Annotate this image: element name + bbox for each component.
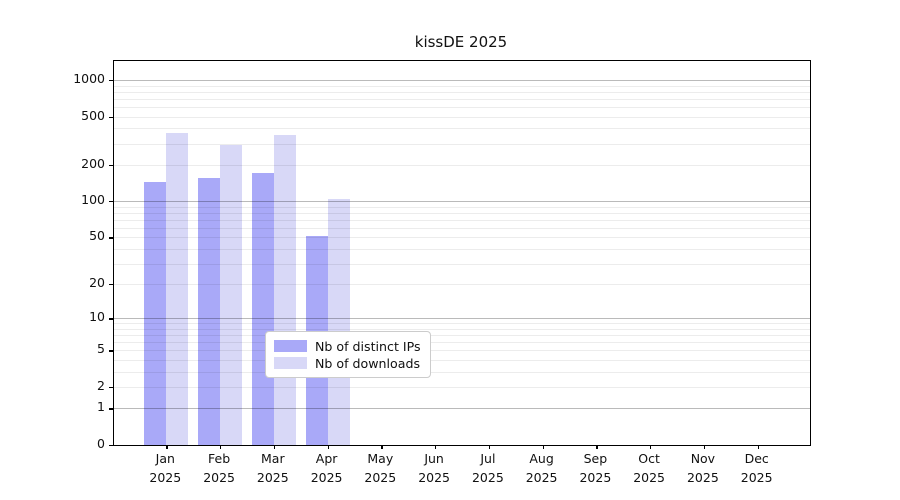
legend: Nb of distinct IPs Nb of downloads: [265, 331, 431, 378]
y-tick-mark: [109, 164, 114, 167]
minor-gridline: [114, 128, 810, 130]
y-tick-label: 100: [81, 192, 105, 208]
y-tick-mark: [109, 116, 114, 118]
minor-gridline: [114, 85, 810, 87]
x-tick-mark: [650, 445, 652, 449]
y-tick-mark: [109, 201, 114, 203]
x-tick-mark: [273, 445, 276, 449]
y-tick-mark: [109, 445, 114, 447]
x-tick-label-apr: Apr 2025: [310, 451, 343, 485]
bar-downloads-mar: [273, 134, 296, 445]
x-tick-mark: [488, 445, 491, 449]
x-tick-mark: [435, 445, 437, 449]
legend-label: Nb of distinct IPs: [315, 338, 421, 354]
minor-gridline: [114, 91, 810, 93]
y-tick-mark: [109, 237, 114, 239]
x-tick-label-nov: Nov 2025: [686, 451, 719, 485]
x-tick-label-feb: Feb 2025: [203, 451, 235, 485]
y-tick-label: 5: [97, 341, 105, 357]
y-tick-label: 2: [97, 378, 105, 393]
downloads-swatch-icon: [274, 357, 307, 369]
minor-gridline: [114, 116, 810, 118]
plot-area: [109, 60, 811, 449]
x-tick-mark: [703, 445, 706, 449]
x-tick-mark: [757, 445, 759, 449]
y-tick-mark: [109, 350, 114, 352]
y-tick-label: 500: [81, 107, 105, 123]
x-tick-mark: [596, 445, 598, 449]
y-tick-label: 1000: [73, 71, 105, 86]
x-tick-label-sep: Sep 2025: [579, 451, 612, 485]
x-tick-label-jan: Jan 2025: [149, 451, 182, 485]
legend-item-distinct-ips: Nb of distinct IPs: [274, 338, 421, 354]
x-tick-label-oct: Oct 2025: [633, 451, 665, 485]
x-tick-label-may: May 2025: [364, 451, 397, 485]
y-tick-label: 1: [97, 399, 105, 415]
y-tick-mark: [109, 80, 114, 82]
minor-gridline: [114, 106, 810, 108]
bar-distinct-ips-feb: [198, 178, 221, 445]
minor-gridline: [114, 164, 810, 166]
minor-gridline: [114, 98, 810, 100]
x-tick-mark: [327, 445, 329, 449]
y-tick-label: 200: [81, 155, 105, 171]
y-tick-label: 20: [89, 275, 105, 291]
bar-downloads-jan: [166, 133, 189, 445]
legend-label: Nb of downloads: [315, 355, 421, 371]
x-tick-label-jul: Jul 2025: [471, 451, 504, 485]
bar-distinct-ips-mar: [251, 173, 274, 445]
bar-downloads-feb: [220, 145, 243, 445]
x-tick-label-dec: Dec 2025: [740, 451, 773, 485]
x-tick-mark: [542, 445, 544, 449]
legend-item-downloads: Nb of downloads: [274, 355, 421, 371]
y-tick-mark: [109, 408, 114, 410]
bar-distinct-ips-jan: [144, 181, 167, 445]
y-tick-label: 10: [89, 309, 105, 325]
y-tick-mark: [109, 387, 114, 389]
major-gridline: [114, 80, 810, 81]
x-tick-label-jun: Jun 2025: [418, 451, 450, 485]
x-tick-label-mar: Mar 2025: [256, 451, 289, 485]
y-tick-label: 50: [89, 228, 105, 244]
y-tick-mark: [109, 318, 114, 320]
x-tick-mark: [381, 445, 383, 449]
y-tick-mark: [109, 284, 114, 286]
y-tick-label: 0: [97, 436, 105, 451]
bar-downloads-apr: [327, 198, 350, 445]
x-tick-mark: [220, 445, 222, 449]
x-tick-mark: [166, 445, 168, 449]
x-tick-label-aug: Aug 2025: [525, 451, 558, 485]
distinct-ips-swatch-icon: [274, 340, 307, 352]
minor-gridline: [114, 143, 810, 145]
chart-title: kissDE 2025: [414, 33, 508, 51]
